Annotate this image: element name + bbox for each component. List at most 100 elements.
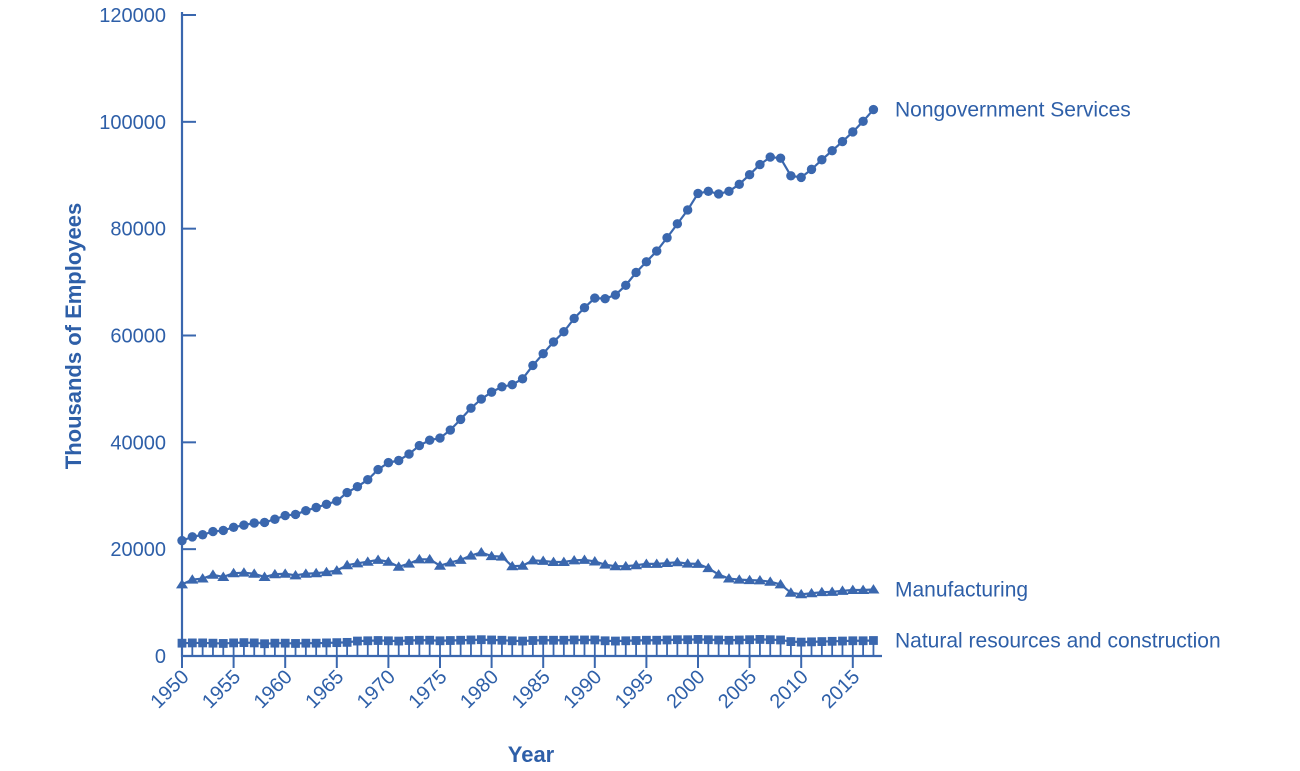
series-marker-square <box>187 638 197 648</box>
series-marker-circle <box>507 379 517 390</box>
series-marker-circle <box>177 535 187 546</box>
series-marker-square <box>621 636 631 646</box>
y-tick-label: 40000 <box>110 432 166 454</box>
series-marker-circle <box>806 164 817 175</box>
series-marker-square <box>569 635 579 645</box>
series-marker-circle <box>486 387 497 397</box>
series-marker-triangle <box>671 556 684 567</box>
series-marker-circle <box>827 145 837 156</box>
series-marker-circle <box>208 526 218 537</box>
series-marker-square <box>796 637 806 647</box>
x-tick-label: 1985 <box>508 666 555 713</box>
series-marker-triangle <box>784 587 797 597</box>
series-marker-square <box>353 636 362 646</box>
series-marker-square <box>827 636 837 646</box>
series-marker-square <box>642 635 651 645</box>
x-tick-label: 1990 <box>559 666 606 713</box>
series-marker-square <box>838 636 847 646</box>
series-marker-triangle <box>423 553 436 564</box>
series-marker-square <box>549 635 558 645</box>
series-marker-circle <box>652 246 662 256</box>
y-tick-label: 120000 <box>99 5 166 27</box>
series-marker-triangle <box>805 587 818 598</box>
series-marker-triangle <box>351 557 364 568</box>
series-marker-triangle <box>310 567 323 578</box>
series-marker-square <box>714 635 724 645</box>
series-marker-circle <box>476 394 486 404</box>
series-marker-triangle <box>516 560 529 570</box>
series-marker-triangle <box>320 566 333 577</box>
series-marker-triangle <box>495 551 508 561</box>
series-marker-circle <box>693 188 703 199</box>
series-marker-square <box>786 637 796 646</box>
series-marker-square <box>518 636 527 646</box>
series-marker-triangle <box>434 560 446 570</box>
x-tick-label: 2015 <box>817 666 864 713</box>
series-marker-square <box>559 635 569 645</box>
series-marker-circle <box>734 179 744 190</box>
x-tick-label: 1995 <box>611 666 658 713</box>
series-marker-circle <box>187 532 198 542</box>
series-marker-triangle <box>557 556 570 566</box>
series-marker-triangle <box>846 584 859 595</box>
y-tick-label: 0 <box>155 646 166 668</box>
series-marker-square <box>394 636 404 646</box>
series-line-nongovernment-services <box>181 108 875 542</box>
series-marker-triangle <box>764 576 777 586</box>
series-marker-circle <box>435 433 445 443</box>
series-marker-triangle <box>630 559 643 570</box>
x-tick-label: 1970 <box>353 666 400 713</box>
y-axis-title: Thousands of Employees <box>61 202 86 470</box>
series-marker-square <box>229 638 238 648</box>
series-marker-circle <box>765 152 775 162</box>
series-marker-circle <box>713 189 724 199</box>
series-marker-circle <box>837 136 848 147</box>
series-marker-circle <box>249 518 259 528</box>
series-marker-circle <box>559 327 569 337</box>
x-tick-label: 1960 <box>250 666 297 713</box>
series-marker-square <box>404 636 414 645</box>
series-marker-triangle <box>392 561 405 571</box>
series-marker-square <box>322 638 331 648</box>
series-marker-triangle <box>413 553 426 564</box>
series-marker-triangle <box>176 579 188 589</box>
series-marker-triangle <box>681 558 694 568</box>
series-marker-triangle <box>454 554 467 564</box>
series-marker-circle <box>270 514 280 524</box>
series-marker-square <box>208 638 218 648</box>
series-marker-square <box>600 636 610 646</box>
series-marker-triangle <box>217 571 230 581</box>
series-marker-square <box>765 635 775 645</box>
series-marker-square <box>198 638 208 648</box>
series-marker-triangle <box>186 574 199 584</box>
series-marker-circle <box>197 530 208 540</box>
series-marker-circle <box>342 487 352 498</box>
series-marker-circle <box>404 449 414 459</box>
series-marker-square <box>414 635 424 645</box>
series-marker-triangle <box>341 559 354 570</box>
series-marker-triangle <box>774 579 787 589</box>
series-marker-circle <box>280 510 290 521</box>
series-marker-circle <box>755 159 765 170</box>
series-marker-triangle <box>815 586 828 597</box>
series-marker-circle <box>517 374 528 384</box>
series-marker-square <box>373 636 383 645</box>
series-marker-square <box>177 638 187 648</box>
series-marker-circle <box>414 440 425 451</box>
series-marker-circle <box>228 522 239 532</box>
series-marker-triangle <box>753 575 766 585</box>
series-marker-circle <box>621 280 631 290</box>
series-marker-circle <box>352 481 363 492</box>
series-marker-circle <box>641 257 652 267</box>
series-marker-triangle <box>403 558 416 568</box>
series-marker-triangle <box>826 586 839 596</box>
series-marker-square <box>270 638 280 648</box>
series-marker-triangle <box>692 558 704 568</box>
series-marker-triangle <box>568 554 581 565</box>
series-marker-triangle <box>475 546 488 557</box>
series-marker-square <box>249 638 259 648</box>
series-marker-square <box>487 635 496 645</box>
series-marker-triangle <box>743 574 756 585</box>
series-marker-triangle <box>444 557 457 567</box>
series-marker-triangle <box>619 560 632 571</box>
